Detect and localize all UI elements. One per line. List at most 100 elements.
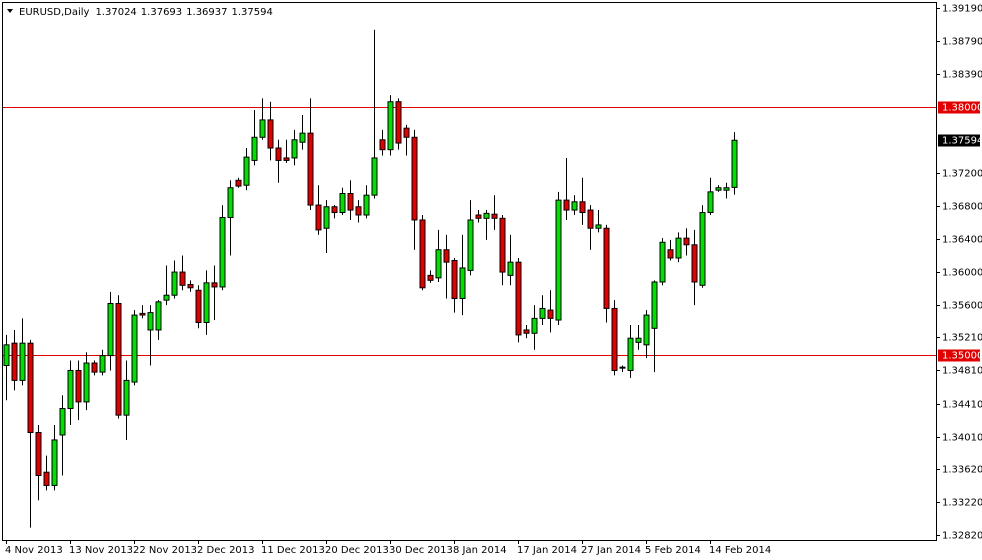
x-tick-label: 13 Nov 2013 (69, 545, 133, 556)
x-tick-label: 2 Dec 2013 (197, 545, 255, 556)
y-tick-label: 1.36800 (942, 202, 982, 213)
candle-body (435, 249, 442, 279)
candle-body (627, 337, 634, 371)
candle-body (171, 271, 178, 296)
candle-body (571, 201, 578, 211)
candle-body (355, 206, 362, 216)
candle-body (443, 249, 450, 263)
price-label: 1.38000 (942, 103, 982, 114)
candle-body (523, 329, 530, 334)
x-tick-label: 11 Dec 2013 (261, 545, 325, 556)
candle-body (731, 139, 738, 188)
candle-body (99, 355, 106, 373)
candle-body (419, 219, 426, 289)
x-tick-label: 5 Feb 2014 (645, 545, 701, 556)
candle-body (315, 204, 322, 231)
candle-body (131, 314, 138, 383)
candle-body (643, 314, 650, 346)
current-price-box (938, 134, 980, 147)
candle-body (387, 101, 394, 151)
candle-body (683, 237, 690, 246)
candle-body (179, 271, 186, 286)
candle-body (595, 224, 602, 229)
candle-body (411, 136, 418, 221)
close-value: 1.37594 (232, 7, 273, 18)
candle-body (531, 317, 538, 334)
plot-frame (2, 2, 937, 541)
candle-body (539, 307, 546, 319)
candle-body (275, 147, 282, 161)
y-tick-label: 1.37200 (942, 169, 982, 180)
y-tick-label: 1.34010 (942, 433, 982, 444)
candle-body (563, 199, 570, 211)
candle-body (371, 157, 378, 196)
y-tick-label: 1.34410 (942, 400, 982, 411)
candle-body (195, 289, 202, 324)
candle-body (19, 342, 26, 381)
candle-body (203, 282, 210, 324)
candle-body (579, 201, 586, 214)
candle-body (155, 301, 162, 331)
y-tick-label: 1.36000 (942, 268, 982, 279)
candle-body (699, 212, 706, 286)
y-tick-label: 1.38790 (942, 37, 982, 48)
candle-body (723, 187, 730, 191)
price-label-box (938, 349, 980, 362)
price-label-box (938, 101, 980, 114)
y-tick-label: 1.33620 (942, 465, 982, 476)
candle-body (59, 408, 66, 436)
y-tick-label: 1.38390 (942, 70, 982, 81)
candle-body (715, 187, 722, 191)
candle-body (91, 362, 98, 373)
x-tick-label: 27 Jan 2014 (581, 545, 641, 556)
candle-body (379, 139, 386, 151)
candle-body (251, 136, 258, 161)
candle-body (507, 261, 514, 276)
candle-body (547, 309, 554, 319)
chart-title: EURUSD,Daily (19, 7, 90, 18)
candle-body (35, 431, 42, 476)
candle-body (139, 312, 146, 316)
candle-body (219, 216, 226, 288)
candle-body (259, 119, 266, 138)
x-tick-label: 20 Dec 2013 (325, 545, 389, 556)
candle-body (667, 249, 674, 259)
menu-arrow[interactable] (7, 9, 13, 13)
y-tick-label: 1.32820 (942, 531, 982, 542)
candle-body (459, 267, 466, 300)
candle-body (451, 259, 458, 300)
y-tick-label: 1.36400 (942, 235, 982, 246)
candle-body (611, 307, 618, 371)
candle-body (115, 302, 122, 416)
candle-body (243, 156, 250, 186)
candle-body (267, 119, 274, 149)
candle-body (11, 342, 18, 381)
candle-body (339, 193, 346, 214)
y-tick-label: 1.39190 (942, 4, 982, 15)
candle-body (123, 379, 130, 416)
candle-body (163, 294, 170, 301)
candle-body (675, 237, 682, 259)
candle-body (363, 194, 370, 216)
price-label: 1.35000 (942, 351, 982, 362)
candle-body (587, 209, 594, 229)
candle-body (43, 471, 50, 486)
y-tick-label: 1.34810 (942, 366, 982, 377)
current-price-label: 1.37594 (942, 136, 982, 147)
candle-body (83, 362, 90, 403)
x-tick-label: 4 Nov 2013 (5, 545, 63, 556)
candle-body (651, 281, 658, 329)
candle-body (403, 127, 410, 138)
candle-body (691, 244, 698, 283)
x-tick-label: 14 Feb 2014 (709, 545, 771, 556)
candle-body (347, 193, 354, 211)
candle-body (323, 206, 330, 229)
open-value: 1.37024 (95, 7, 136, 18)
candle-body (619, 366, 626, 369)
x-tick-label: 30 Dec 2013 (389, 545, 453, 556)
candle-body (291, 139, 298, 159)
candle-body (147, 312, 154, 331)
candle-body (187, 283, 194, 289)
candle-body (603, 227, 610, 309)
